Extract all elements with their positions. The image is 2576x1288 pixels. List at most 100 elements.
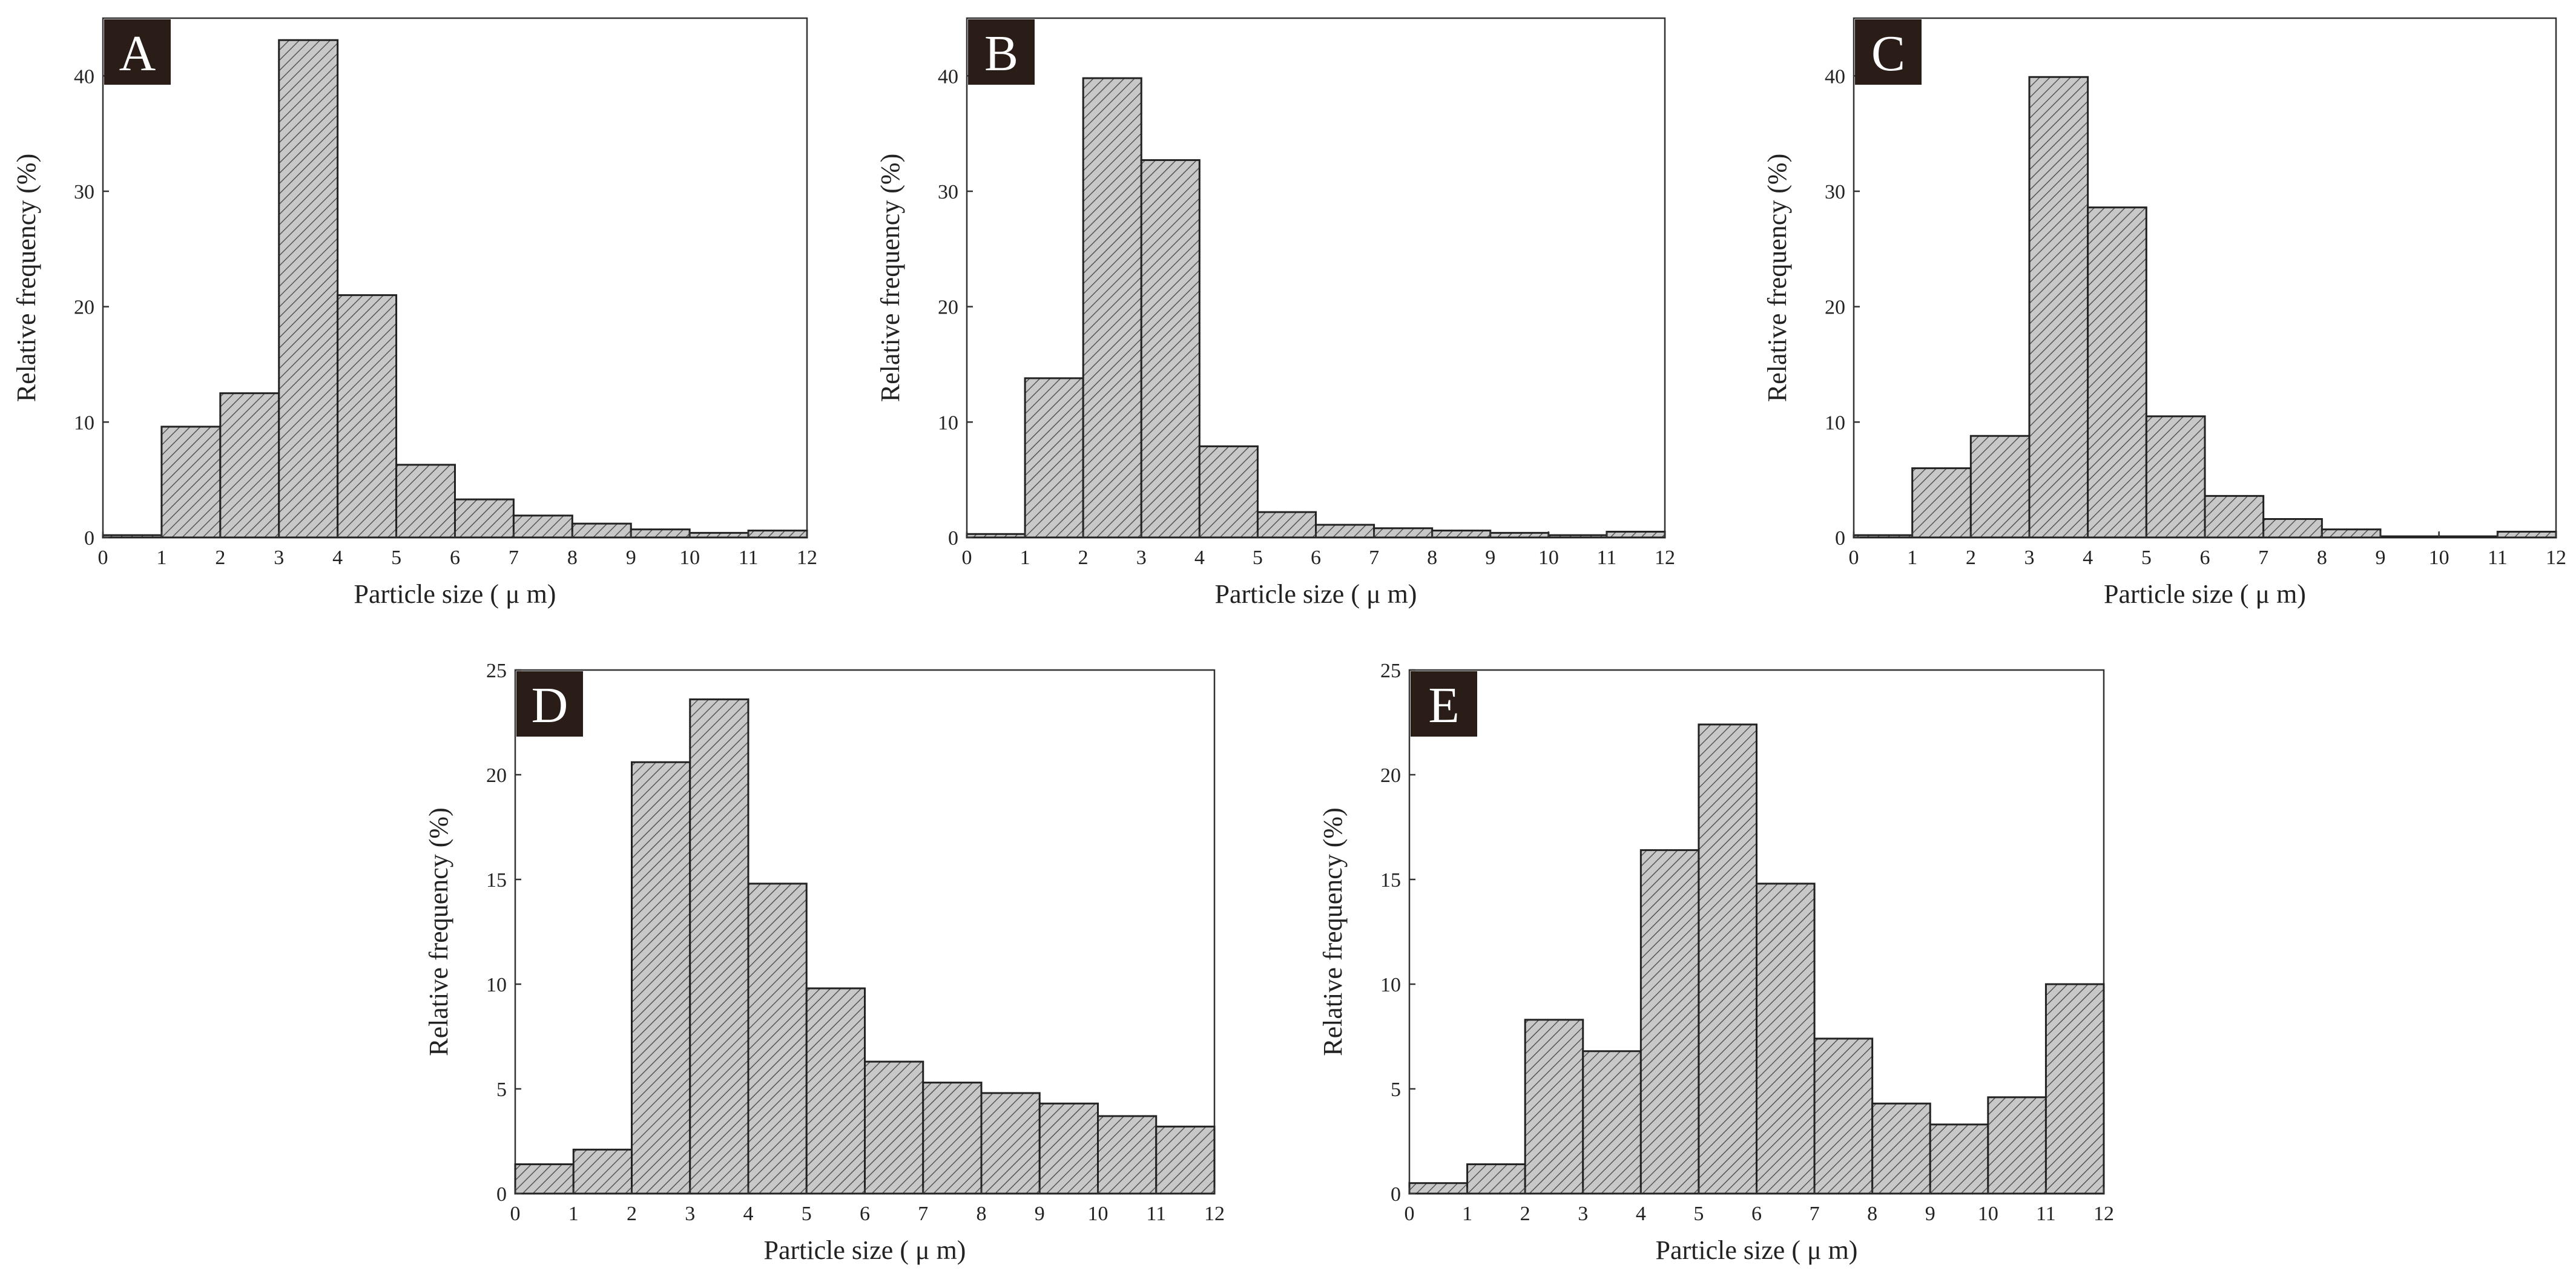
y-tick-label: 0 bbox=[948, 527, 958, 550]
y-tick-label: 0 bbox=[84, 527, 94, 550]
y-tick-label: 15 bbox=[1380, 869, 1401, 892]
bar-d-8-9 bbox=[980, 1092, 1041, 1195]
x-tick-label: 2 bbox=[1966, 547, 1976, 569]
bar-b-3-4 bbox=[1140, 159, 1201, 539]
y-tick-label: 0 bbox=[1835, 527, 1845, 550]
y-tick-label: 5 bbox=[1391, 1079, 1401, 1101]
x-tick-label: 8 bbox=[567, 547, 578, 569]
x-tick-label: 5 bbox=[391, 547, 401, 569]
y-tick-label: 30 bbox=[1825, 181, 1845, 203]
x-tick-label: 7 bbox=[1810, 1203, 1820, 1225]
x-tick-label: 2 bbox=[215, 547, 225, 569]
bar-a-4-5 bbox=[337, 294, 398, 539]
x-tick-label: 5 bbox=[2141, 547, 2152, 569]
x-tick-label: 0 bbox=[1405, 1203, 1415, 1225]
bar-c-5-6 bbox=[2145, 415, 2206, 539]
x-tick-label: 7 bbox=[918, 1203, 928, 1225]
x-tick-label: 12 bbox=[2546, 547, 2566, 569]
bar-b-6-7 bbox=[1315, 524, 1375, 539]
x-tick-label: 4 bbox=[1194, 547, 1205, 569]
bar-a-9-10 bbox=[630, 528, 691, 539]
x-tick-label: 4 bbox=[1636, 1203, 1646, 1225]
bar-e-9-10 bbox=[1929, 1123, 1989, 1195]
y-tick-label: 20 bbox=[1825, 297, 1845, 319]
bar-c-2-3 bbox=[1969, 435, 2031, 539]
x-axis-label: Particle size ( μ m) bbox=[2104, 579, 2306, 609]
x-axis-label: Particle size ( μ m) bbox=[1215, 579, 1417, 609]
y-tick-label: 20 bbox=[486, 764, 507, 787]
bar-d-9-10 bbox=[1038, 1102, 1099, 1195]
bar-a-11-12 bbox=[747, 530, 808, 539]
bar-d-3-4 bbox=[689, 698, 749, 1195]
bar-c-0-1 bbox=[1853, 534, 1914, 539]
x-tick-label: 0 bbox=[962, 547, 972, 569]
x-tick-label: 9 bbox=[626, 547, 636, 569]
bar-c-11-12 bbox=[2496, 530, 2557, 539]
bar-b-2-3 bbox=[1082, 77, 1142, 539]
x-tick-label: 6 bbox=[1311, 547, 1321, 569]
x-tick-label: 11 bbox=[2488, 547, 2508, 569]
y-axis-label: Relative frequency (%) bbox=[1318, 807, 1348, 1056]
panel-letter: C bbox=[1871, 25, 1905, 82]
panel-letter: E bbox=[1428, 677, 1459, 734]
panel-badge bbox=[1411, 671, 1477, 737]
bar-d-4-5 bbox=[747, 882, 808, 1195]
bar-c-9-10 bbox=[2379, 535, 2440, 539]
bar-a-5-6 bbox=[395, 464, 456, 539]
bar-d-7-8 bbox=[922, 1082, 983, 1195]
x-tick-label: 12 bbox=[797, 547, 817, 569]
y-tick-label: 40 bbox=[1825, 65, 1845, 88]
bar-a-8-9 bbox=[571, 522, 632, 539]
bar-c-10-11 bbox=[2438, 535, 2499, 539]
x-tick-label: 12 bbox=[1204, 1203, 1225, 1225]
x-tick-label: 5 bbox=[802, 1203, 812, 1225]
x-tick-label: 1 bbox=[156, 547, 166, 569]
x-tick-label: 6 bbox=[1751, 1203, 1762, 1225]
x-tick-label: 0 bbox=[1849, 547, 1859, 569]
bar-c-3-4 bbox=[2028, 76, 2089, 539]
y-tick-label: 0 bbox=[496, 1183, 507, 1206]
bar-d-11-12 bbox=[1155, 1125, 1216, 1195]
panel-badge bbox=[1855, 19, 1922, 85]
bar-e-1-2 bbox=[1466, 1163, 1526, 1195]
y-tick-label: 25 bbox=[486, 660, 507, 682]
bar-d-5-6 bbox=[805, 987, 866, 1195]
y-tick-label: 20 bbox=[938, 297, 958, 319]
y-tick-label: 10 bbox=[74, 412, 94, 434]
bar-b-5-6 bbox=[1256, 511, 1317, 539]
bar-d-0-1 bbox=[514, 1163, 575, 1195]
x-tick-label: 9 bbox=[1485, 547, 1495, 569]
y-axis-label: Relative frequency (%) bbox=[424, 807, 453, 1056]
bar-e-3-4 bbox=[1582, 1050, 1642, 1195]
bar-c-4-5 bbox=[2087, 206, 2147, 539]
bar-b-1-2 bbox=[1024, 377, 1084, 539]
x-tick-label: 0 bbox=[98, 547, 108, 569]
x-tick-label: 4 bbox=[332, 547, 343, 569]
x-tick-label: 5 bbox=[1253, 547, 1263, 569]
y-tick-label: 10 bbox=[1825, 412, 1845, 434]
bar-b-0-1 bbox=[966, 533, 1026, 539]
bar-a-3-4 bbox=[278, 39, 339, 539]
x-axis-label: Particle size ( μ m) bbox=[354, 579, 556, 609]
panel-badge bbox=[968, 19, 1035, 85]
y-tick-label: 40 bbox=[938, 65, 958, 88]
x-tick-label: 8 bbox=[1427, 547, 1437, 569]
x-tick-label: 3 bbox=[274, 547, 284, 569]
x-tick-label: 10 bbox=[679, 547, 700, 569]
x-tick-label: 1 bbox=[568, 1203, 579, 1225]
x-tick-label: 2 bbox=[627, 1203, 637, 1225]
x-tick-label: 3 bbox=[685, 1203, 695, 1225]
bar-b-7-8 bbox=[1373, 527, 1434, 539]
x-tick-label: 5 bbox=[1693, 1203, 1704, 1225]
x-tick-label: 10 bbox=[1538, 547, 1559, 569]
bar-a-6-7 bbox=[454, 498, 515, 539]
x-tick-label: 10 bbox=[1088, 1203, 1108, 1225]
bar-d-6-7 bbox=[864, 1060, 924, 1195]
panel-badge bbox=[104, 19, 171, 85]
x-axis-label: Particle size ( μ m) bbox=[1656, 1235, 1858, 1265]
